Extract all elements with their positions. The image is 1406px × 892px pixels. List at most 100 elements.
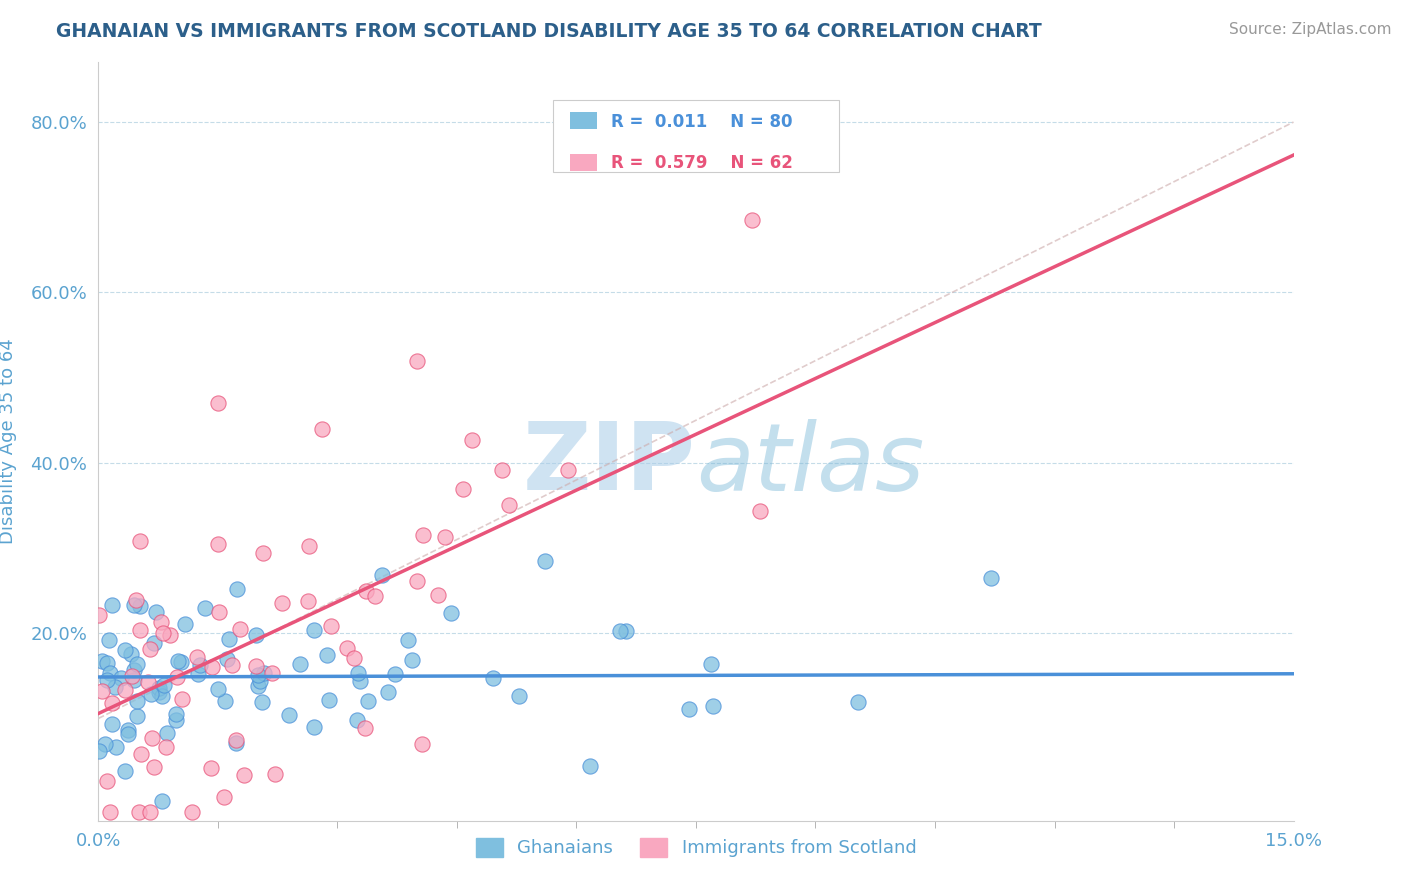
Point	[846, 695, 869, 709]
Point	[105, 739, 128, 754]
Point	[117, 723, 139, 737]
Point	[148, 681, 170, 695]
Point	[150, 793, 173, 807]
Point	[139, 805, 162, 819]
Point	[319, 619, 342, 633]
Point	[252, 546, 274, 560]
Point	[253, 666, 276, 681]
Point	[172, 692, 194, 706]
Y-axis label: Disability Age 35 to 64: Disability Age 35 to 64	[0, 339, 17, 544]
FancyBboxPatch shape	[553, 101, 839, 172]
Point	[270, 597, 292, 611]
Text: Source: ZipAtlas.com: Source: ZipAtlas.com	[1229, 22, 1392, 37]
Text: R =  0.011    N = 80: R = 0.011 N = 80	[612, 112, 793, 130]
Point	[104, 680, 127, 694]
Point	[187, 666, 209, 681]
Point	[89, 744, 111, 758]
Point	[129, 747, 152, 761]
Point	[98, 666, 121, 681]
Point	[406, 574, 429, 588]
Point	[96, 656, 118, 670]
Point	[121, 669, 143, 683]
Point	[980, 571, 1002, 585]
Point	[609, 624, 631, 638]
Point	[451, 482, 474, 496]
Point	[225, 732, 247, 747]
Point	[252, 695, 274, 709]
Point	[101, 599, 124, 613]
Point	[110, 671, 132, 685]
Point	[702, 699, 724, 714]
Point	[245, 659, 267, 673]
Point	[165, 714, 187, 728]
Point	[508, 690, 530, 704]
Point	[91, 683, 114, 698]
Point	[155, 740, 177, 755]
Point	[371, 567, 394, 582]
Point	[263, 767, 285, 781]
Point	[297, 594, 319, 608]
Point	[302, 624, 325, 638]
Point	[384, 667, 406, 681]
Point	[150, 689, 173, 703]
Point	[114, 682, 136, 697]
Point	[152, 626, 174, 640]
Point	[96, 773, 118, 788]
Point	[114, 764, 136, 778]
Point	[221, 657, 243, 672]
Point	[377, 685, 399, 699]
Point	[207, 681, 229, 696]
Point	[277, 708, 299, 723]
Point	[167, 654, 190, 668]
Point	[139, 641, 162, 656]
FancyBboxPatch shape	[571, 154, 596, 171]
Point	[101, 717, 124, 731]
Point	[440, 607, 463, 621]
Point	[225, 736, 247, 750]
Text: GHANAIAN VS IMMIGRANTS FROM SCOTLAND DISABILITY AGE 35 TO 64 CORRELATION CHART: GHANAIAN VS IMMIGRANTS FROM SCOTLAND DIS…	[56, 22, 1042, 41]
Point	[741, 213, 763, 227]
Point	[93, 737, 115, 751]
Point	[491, 463, 513, 477]
Point	[346, 665, 368, 680]
Point	[353, 721, 375, 735]
Point	[354, 584, 377, 599]
Point	[117, 727, 139, 741]
Point	[150, 615, 173, 629]
Point	[412, 527, 434, 541]
Point	[346, 714, 368, 728]
Point	[534, 554, 557, 568]
Point	[181, 805, 204, 819]
Point	[290, 657, 312, 671]
Point	[260, 666, 283, 681]
Point	[122, 598, 145, 612]
Point	[249, 673, 271, 688]
Point	[498, 498, 520, 512]
Point	[141, 731, 163, 746]
Point	[247, 667, 270, 681]
Point	[406, 353, 429, 368]
Point	[173, 617, 195, 632]
Point	[142, 635, 165, 649]
FancyBboxPatch shape	[571, 112, 596, 129]
Point	[349, 673, 371, 688]
Point	[401, 653, 423, 667]
Point	[316, 648, 339, 662]
Point	[122, 673, 145, 687]
Point	[142, 760, 165, 774]
Point	[311, 422, 333, 436]
Point	[579, 759, 602, 773]
Point	[91, 654, 114, 668]
Point	[129, 599, 152, 613]
Point	[482, 671, 505, 685]
Point	[433, 530, 456, 544]
Point	[226, 582, 249, 597]
Point	[232, 768, 254, 782]
Point	[122, 663, 145, 677]
Point	[302, 720, 325, 734]
Point	[678, 702, 700, 716]
Point	[97, 632, 120, 647]
Point	[156, 725, 179, 739]
Point	[139, 687, 162, 701]
Point	[614, 624, 637, 638]
